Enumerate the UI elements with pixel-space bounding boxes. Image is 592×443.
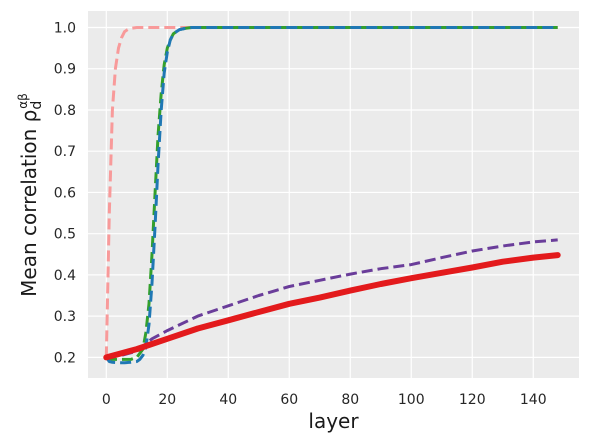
y-tick-label: 0.5 xyxy=(54,227,76,243)
plot-background xyxy=(88,11,579,378)
x-axis-label: layer xyxy=(308,409,359,433)
y-axis-label-subscript: d xyxy=(29,101,45,110)
y-tick-labels: 0.2 0.3 0.4 0.5 0.6 0.7 0.8 0.9 1.0 xyxy=(54,20,76,366)
x-tick-label: 140 xyxy=(520,392,547,408)
y-tick-label: 0.6 xyxy=(54,185,76,201)
x-tick-label: 0 xyxy=(102,392,111,408)
y-axis-label-main: Mean correlation ρ xyxy=(17,110,41,297)
series-line-4 xyxy=(106,238,558,359)
y-tick-label: 1.0 xyxy=(54,20,76,36)
x-tick-label: 40 xyxy=(219,392,237,408)
y-tick-label: 0.7 xyxy=(54,144,76,160)
x-tick-label: 20 xyxy=(158,392,176,408)
series-line-1 xyxy=(104,26,558,358)
series-line-5 xyxy=(103,252,561,361)
y-tick-label: 0.3 xyxy=(54,309,76,325)
y-axis-label-superscript: αβ xyxy=(16,93,30,109)
x-tick-label: 100 xyxy=(398,392,425,408)
y-tick-label: 0.8 xyxy=(54,103,76,119)
y-tick-label: 0.9 xyxy=(54,62,76,78)
x-tick-label: 60 xyxy=(280,392,298,408)
series-layer xyxy=(103,26,561,365)
y-tick-label: 0.4 xyxy=(54,268,76,284)
x-tick-label: 80 xyxy=(341,392,359,408)
y-axis-label: Mean correlation ρdαβ xyxy=(16,93,45,297)
x-tick-labels: 0 20 40 60 80 100 120 140 xyxy=(102,392,547,408)
x-tick-label: 120 xyxy=(459,392,486,408)
series-line-3 xyxy=(105,26,558,365)
y-tick-label: 0.2 xyxy=(54,350,76,366)
